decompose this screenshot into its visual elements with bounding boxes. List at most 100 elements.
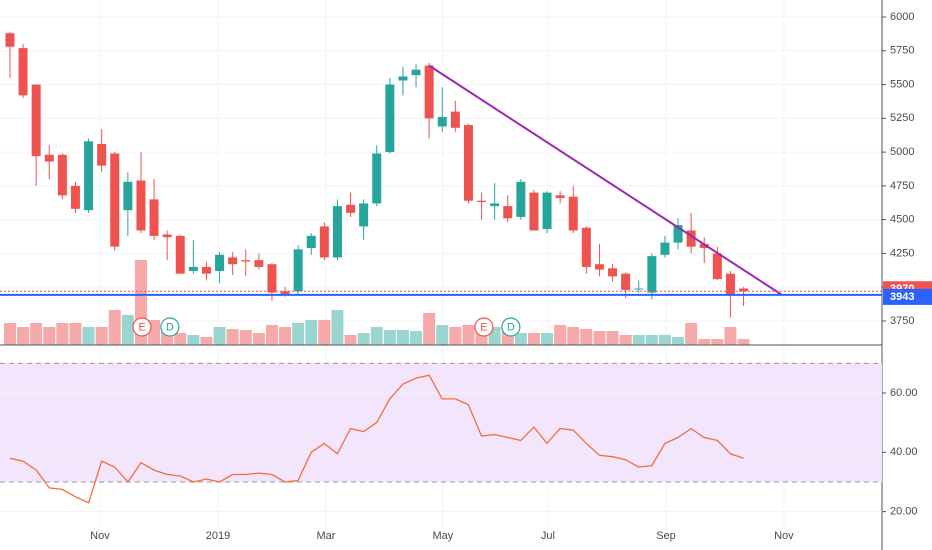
volume-bar	[17, 327, 30, 345]
candle-body	[411, 69, 421, 76]
volume-bar	[187, 335, 200, 345]
x-tick-label: Jul	[541, 530, 555, 542]
volume-bar	[410, 331, 423, 345]
candle-body	[450, 111, 460, 128]
candle-body	[57, 154, 67, 196]
candle-body	[673, 225, 683, 243]
candle-body	[568, 196, 578, 231]
candle-body	[346, 204, 356, 213]
volume-bar	[580, 329, 593, 345]
candle-body	[686, 230, 696, 247]
candle-body	[306, 235, 316, 249]
candle-body	[437, 116, 447, 127]
x-tick-label: Nov	[90, 530, 110, 542]
y-tick-label: 6000	[890, 11, 914, 23]
x-tick-label: 2019	[206, 530, 230, 542]
volume-bar	[292, 323, 305, 345]
candle-body	[529, 192, 539, 231]
y-tick-label: 40.00	[890, 446, 918, 458]
candle-body	[31, 84, 41, 157]
volume-bar	[632, 335, 645, 345]
volume-bar	[672, 337, 685, 345]
y-tick-label: 4500	[890, 214, 914, 226]
volume-bar	[449, 327, 462, 345]
volume-bar	[462, 325, 475, 345]
candle-body	[594, 264, 604, 270]
volume-bar	[383, 330, 396, 345]
candle-body	[175, 235, 185, 274]
rsi-line	[9, 374, 744, 504]
candle-body	[555, 195, 565, 199]
candle-body	[188, 266, 198, 271]
candle-body	[712, 253, 722, 280]
candle-body	[608, 268, 618, 277]
volume-bar	[357, 333, 370, 345]
price-tag-label: 3943	[890, 291, 914, 303]
event-label: D	[507, 321, 515, 333]
candle-body	[359, 203, 369, 227]
x-tick-label: Nov	[774, 530, 794, 542]
volume-bar	[344, 335, 357, 345]
candle-body	[739, 288, 749, 292]
volume-bar	[737, 339, 750, 345]
volume-bar	[318, 320, 331, 345]
volume-bar	[279, 327, 292, 345]
candle-body	[254, 260, 264, 267]
candle-body	[372, 153, 382, 204]
y-tick-label: 4750	[890, 180, 914, 192]
price-tag	[883, 288, 932, 305]
volume-bar	[370, 327, 383, 345]
candle-body	[542, 192, 552, 230]
volume-bar	[527, 333, 540, 345]
event-label: E	[138, 321, 145, 333]
candle-body	[725, 273, 735, 295]
volume-bar	[265, 325, 278, 345]
volume-bar	[121, 315, 134, 345]
candle-body	[136, 180, 146, 231]
candle-body	[70, 185, 80, 209]
candle-body	[280, 291, 290, 294]
candle-body	[110, 153, 120, 247]
volume-bar	[56, 323, 69, 345]
candle-body	[267, 264, 277, 293]
volume-bar	[554, 325, 567, 345]
candle-body	[490, 203, 500, 207]
candle-body	[477, 200, 487, 203]
volume-bar	[698, 339, 711, 345]
volume-bar	[3, 323, 16, 345]
volume-bar	[606, 331, 619, 345]
event-label: E	[480, 321, 487, 333]
y-tick-label: 60.00	[890, 387, 918, 399]
y-tick-label: 5250	[890, 112, 914, 124]
volume-bar	[645, 335, 658, 345]
candle-body	[44, 154, 54, 162]
volume-bar	[174, 333, 187, 345]
y-tick-label: 3750	[890, 315, 914, 327]
y-tick-label: 5000	[890, 146, 914, 158]
candle-body	[228, 257, 238, 265]
candle-body	[149, 199, 159, 236]
candle-body	[621, 273, 631, 290]
candle-body	[18, 48, 28, 96]
candle-body	[424, 65, 434, 119]
volume-bar	[95, 327, 108, 345]
volume-bar	[567, 327, 580, 345]
candle-body	[647, 256, 657, 293]
event-marker	[501, 317, 521, 337]
volume-bar	[423, 313, 436, 345]
event-label: D	[166, 321, 174, 333]
y-tick-label: 5500	[890, 78, 914, 90]
candle-body	[463, 125, 473, 201]
volume-bar	[213, 327, 226, 345]
volume-bar	[331, 310, 344, 345]
candle-body	[319, 226, 329, 258]
volume-bar	[226, 329, 239, 345]
volume-bar	[200, 337, 213, 345]
axis-panel	[882, 0, 932, 550]
x-tick-label: Mar	[316, 530, 335, 542]
volume-bar	[436, 325, 449, 345]
candle-body	[660, 242, 670, 255]
volume-bar	[541, 333, 554, 345]
event-marker	[160, 317, 180, 337]
